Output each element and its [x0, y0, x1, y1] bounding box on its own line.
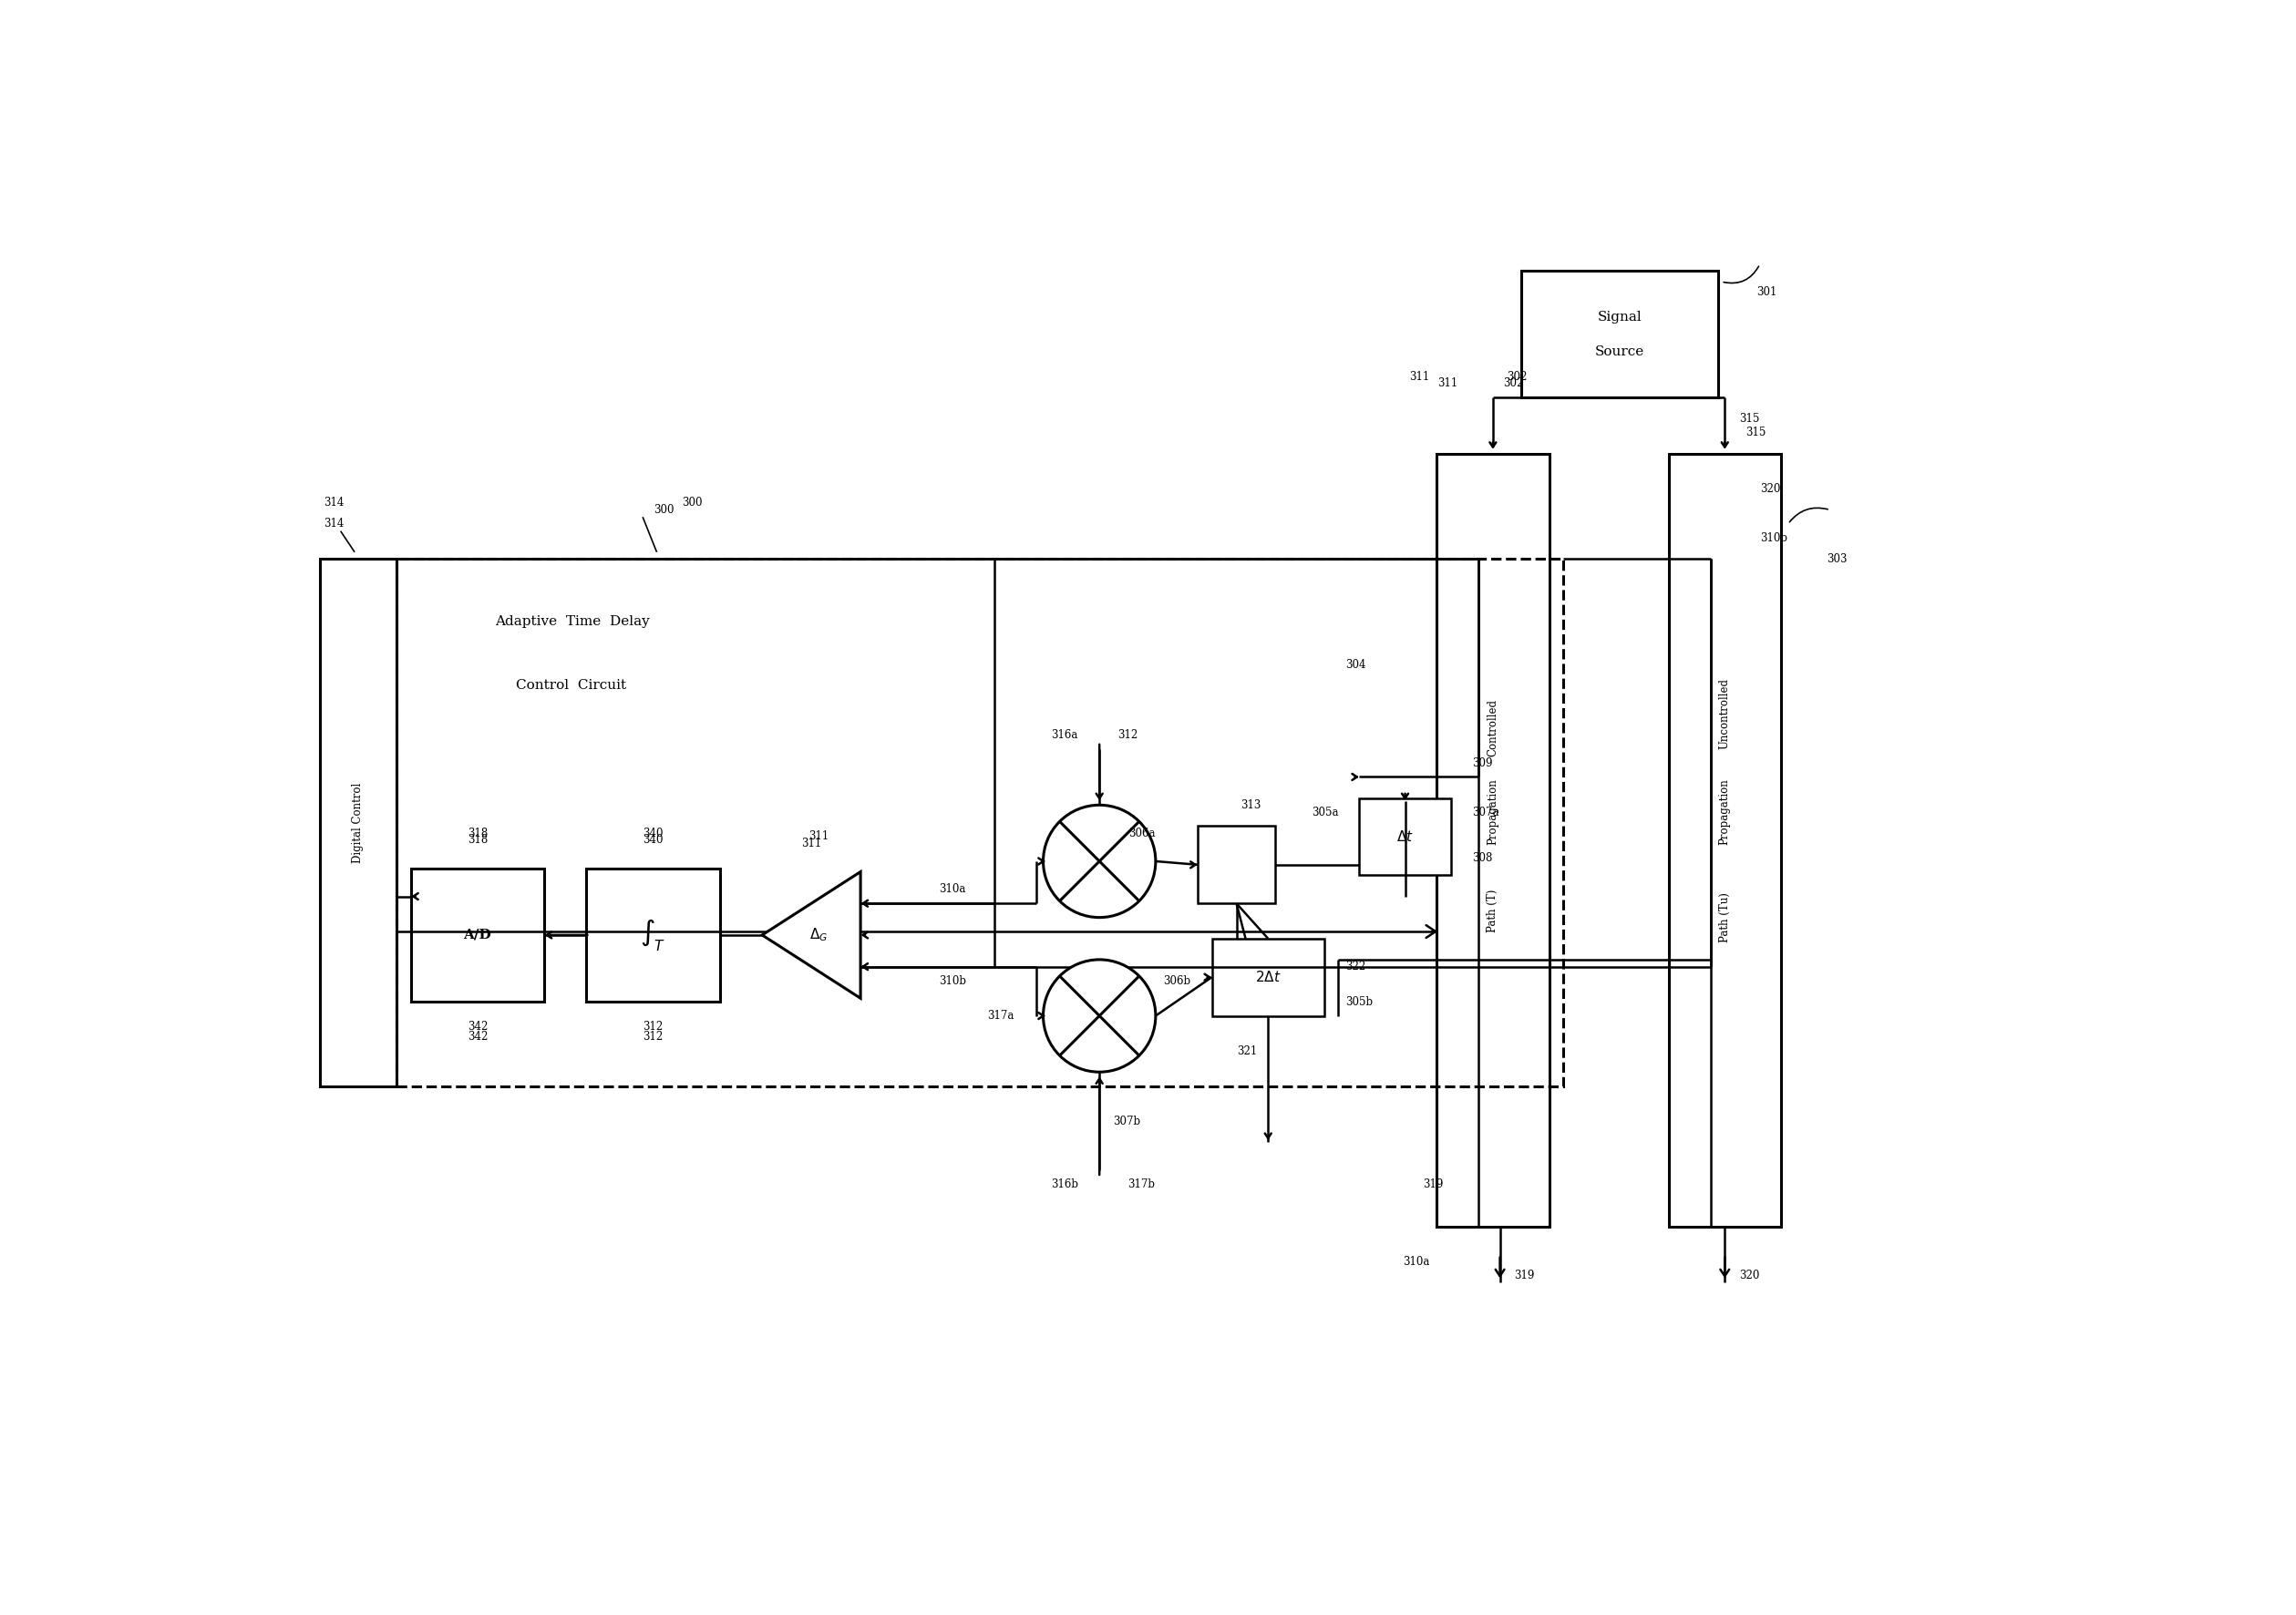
Text: Uncontrolled: Uncontrolled: [1720, 678, 1731, 749]
Text: 300: 300: [654, 504, 675, 515]
Bar: [1359, 798, 1451, 875]
Circle shape: [1042, 959, 1155, 1072]
Text: 304: 304: [1345, 659, 1366, 670]
Text: 311: 311: [808, 830, 829, 843]
Text: 311: 311: [1437, 378, 1458, 389]
Text: Signal: Signal: [1598, 310, 1642, 323]
Text: 316a: 316a: [1052, 728, 1077, 741]
Text: Adaptive  Time  Delay: Adaptive Time Delay: [496, 615, 650, 628]
Text: 322: 322: [1345, 961, 1366, 972]
Text: 303: 303: [1828, 554, 1848, 565]
Bar: [1520, 271, 1717, 397]
Text: 317b: 317b: [1127, 1179, 1155, 1190]
Text: A/D: A/D: [464, 929, 491, 942]
Text: 305a: 305a: [1311, 806, 1339, 817]
Text: 315: 315: [1745, 426, 1766, 439]
Text: 320: 320: [1738, 1269, 1759, 1282]
Text: 311: 311: [1410, 370, 1430, 383]
Text: 314: 314: [324, 497, 344, 509]
Text: $\int_T$: $\int_T$: [641, 917, 666, 953]
Text: 306b: 306b: [1164, 975, 1192, 987]
Text: 310a: 310a: [939, 883, 967, 895]
Circle shape: [1042, 804, 1155, 917]
Text: 310b: 310b: [939, 975, 967, 987]
Polygon shape: [762, 872, 861, 998]
Text: 319: 319: [1424, 1179, 1444, 1190]
Text: 317a: 317a: [987, 1009, 1015, 1022]
Text: 321: 321: [1238, 1045, 1258, 1056]
Text: 305b: 305b: [1345, 996, 1373, 1008]
Text: Control  Circuit: Control Circuit: [517, 678, 627, 691]
Text: 310b: 310b: [1759, 531, 1786, 544]
Text: 302: 302: [1506, 370, 1527, 383]
Bar: [1199, 827, 1274, 903]
Bar: [1212, 938, 1325, 1016]
Text: 310a: 310a: [1403, 1256, 1430, 1268]
Text: 301: 301: [1756, 286, 1777, 299]
Text: Propagation: Propagation: [1720, 778, 1731, 845]
Text: $\Delta_G$: $\Delta_G$: [808, 927, 827, 943]
Text: 340: 340: [643, 835, 664, 846]
Bar: [585, 869, 721, 1001]
Bar: [1437, 454, 1550, 1226]
Text: 307a: 307a: [1472, 806, 1499, 817]
Text: 307b: 307b: [1114, 1116, 1141, 1127]
Text: 313: 313: [1240, 799, 1261, 811]
Text: Path (T): Path (T): [1488, 888, 1499, 932]
Text: 312: 312: [1118, 728, 1137, 741]
Text: $2\Delta t$: $2\Delta t$: [1256, 971, 1281, 985]
Text: $\Delta t$: $\Delta t$: [1396, 830, 1414, 845]
Text: Controlled: Controlled: [1488, 699, 1499, 756]
Text: 318: 318: [468, 835, 487, 846]
Text: Digital Control: Digital Control: [351, 782, 365, 862]
Text: Path (Tu): Path (Tu): [1720, 893, 1731, 943]
Text: 315: 315: [1738, 413, 1759, 425]
Text: 312: 312: [643, 1030, 664, 1043]
Text: 320: 320: [1759, 483, 1779, 494]
Text: 342: 342: [468, 1030, 487, 1043]
Text: 309: 309: [1472, 757, 1492, 769]
Text: Propagation: Propagation: [1488, 778, 1499, 845]
Text: 312: 312: [643, 1021, 664, 1032]
Text: 314: 314: [324, 518, 344, 530]
Text: 306a: 306a: [1130, 827, 1155, 840]
Text: 342: 342: [468, 1021, 487, 1032]
Text: 318: 318: [468, 827, 487, 840]
Bar: [411, 869, 544, 1001]
Text: Source: Source: [1596, 346, 1644, 359]
Text: 302: 302: [1504, 378, 1525, 389]
Bar: [1669, 454, 1782, 1226]
Bar: [319, 559, 397, 1085]
Text: 316b: 316b: [1052, 1179, 1077, 1190]
Bar: [397, 559, 1564, 1085]
Text: 311: 311: [801, 838, 822, 849]
Text: 300: 300: [682, 497, 703, 509]
Text: 340: 340: [643, 827, 664, 840]
Text: 319: 319: [1513, 1269, 1534, 1282]
Text: 308: 308: [1472, 851, 1492, 864]
